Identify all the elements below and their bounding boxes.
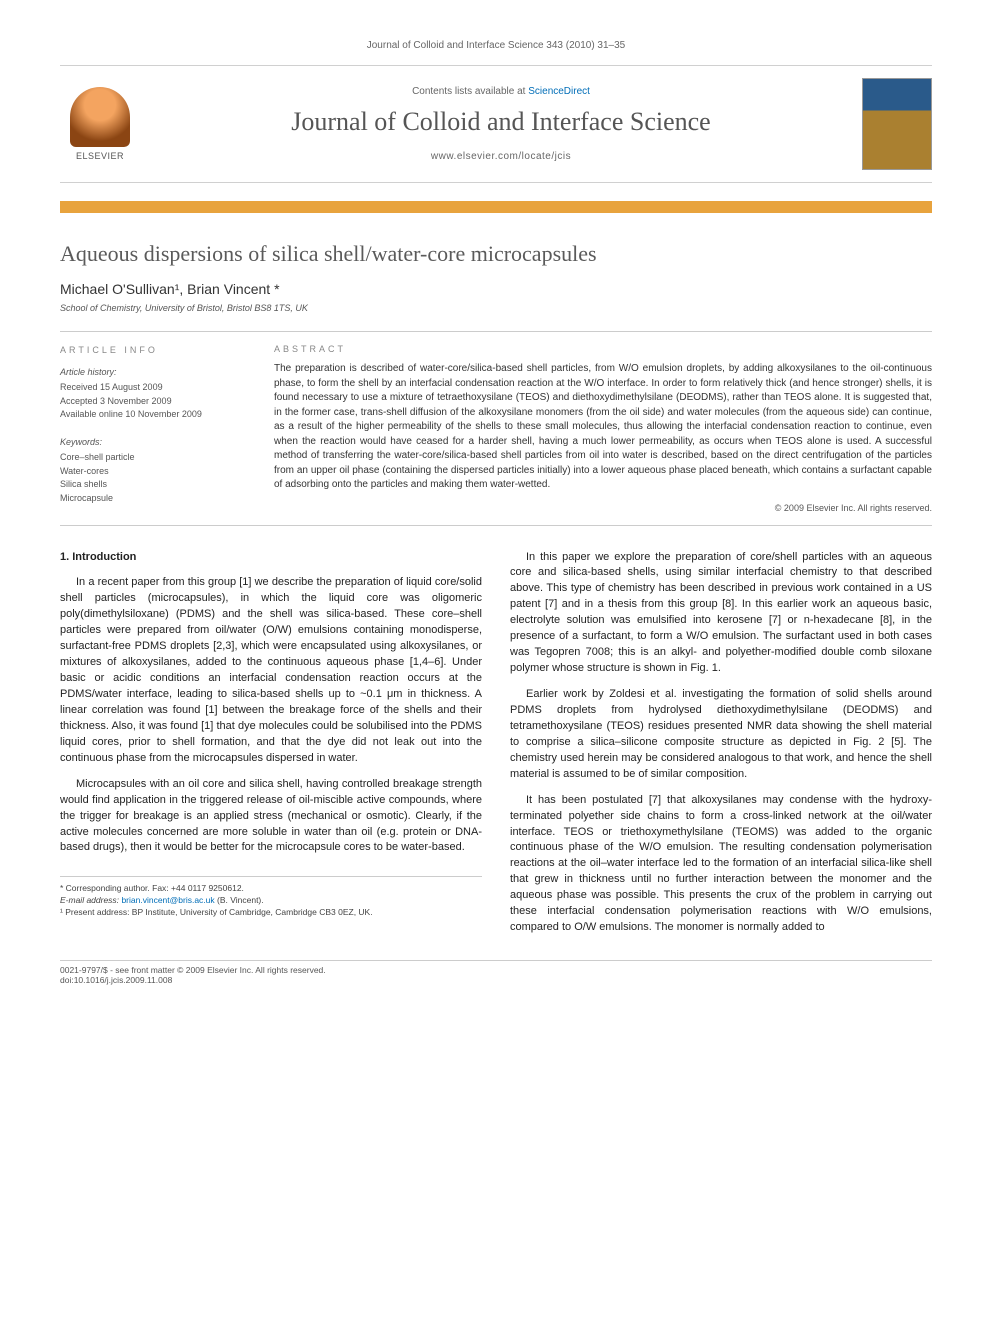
present-address: ¹ Present address: BP Institute, Univers… <box>60 907 482 919</box>
journal-header: ELSEVIER Contents lists available at Sci… <box>60 65 932 183</box>
keyword: Core–shell particle <box>60 451 250 465</box>
abstract-label: ABSTRACT <box>274 344 932 354</box>
front-matter: 0021-9797/$ - see front matter © 2009 El… <box>60 965 932 975</box>
email-label: E-mail address: <box>60 895 119 905</box>
accent-bar <box>60 201 932 213</box>
publisher-label: ELSEVIER <box>76 151 124 161</box>
elsevier-logo: ELSEVIER <box>60 79 140 169</box>
corresponding-author: * Corresponding author. Fax: +44 0117 92… <box>60 883 482 895</box>
body-columns: 1. Introduction In a recent paper from t… <box>60 550 932 947</box>
article-title: Aqueous dispersions of silica shell/wate… <box>60 241 932 267</box>
accepted-date: Accepted 3 November 2009 <box>60 395 250 409</box>
contents-available: Contents lists available at ScienceDirec… <box>140 86 862 97</box>
keyword: Water-cores <box>60 465 250 479</box>
online-date: Available online 10 November 2009 <box>60 408 250 422</box>
received-date: Received 15 August 2009 <box>60 381 250 395</box>
page-footer: 0021-9797/$ - see front matter © 2009 El… <box>60 960 932 985</box>
journal-url[interactable]: www.elsevier.com/locate/jcis <box>140 151 862 162</box>
right-column: In this paper we explore the preparation… <box>510 550 932 947</box>
left-column: 1. Introduction In a recent paper from t… <box>60 550 482 947</box>
email-suffix: (B. Vincent). <box>217 895 264 905</box>
running-header: Journal of Colloid and Interface Science… <box>60 40 932 51</box>
article-meta-row: ARTICLE INFO Article history: Received 1… <box>60 331 932 526</box>
body-paragraph: In this paper we explore the preparation… <box>510 550 932 678</box>
keyword: Silica shells <box>60 478 250 492</box>
body-paragraph: Microcapsules with an oil core and silic… <box>60 777 482 857</box>
abstract-block: ABSTRACT The preparation is described of… <box>274 344 932 513</box>
history-label: Article history: <box>60 366 250 380</box>
body-paragraph: Earlier work by Zoldesi et al. investiga… <box>510 687 932 783</box>
section-heading: 1. Introduction <box>60 550 482 566</box>
elsevier-tree-icon <box>70 87 130 147</box>
keywords-label: Keywords: <box>60 436 250 450</box>
sciencedirect-link[interactable]: ScienceDirect <box>528 86 590 97</box>
email-link[interactable]: brian.vincent@bris.ac.uk <box>121 895 214 905</box>
footnotes: * Corresponding author. Fax: +44 0117 92… <box>60 876 482 919</box>
authors: Michael O'Sullivan¹, Brian Vincent * <box>60 281 932 297</box>
body-paragraph: It has been postulated [7] that alkoxysi… <box>510 793 932 936</box>
keyword: Microcapsule <box>60 492 250 506</box>
journal-name: Journal of Colloid and Interface Science <box>140 107 862 137</box>
body-paragraph: In a recent paper from this group [1] we… <box>60 575 482 766</box>
article-info-block: ARTICLE INFO Article history: Received 1… <box>60 344 250 513</box>
journal-cover-thumbnail <box>862 78 932 170</box>
doi: doi:10.1016/j.jcis.2009.11.008 <box>60 975 932 985</box>
article-info-label: ARTICLE INFO <box>60 344 250 358</box>
abstract-text: The preparation is described of water-co… <box>274 362 932 493</box>
contents-prefix: Contents lists available at <box>412 86 528 97</box>
email-line: E-mail address: brian.vincent@bris.ac.uk… <box>60 895 482 907</box>
affiliation: School of Chemistry, University of Brist… <box>60 303 932 313</box>
abstract-copyright: © 2009 Elsevier Inc. All rights reserved… <box>274 503 932 513</box>
